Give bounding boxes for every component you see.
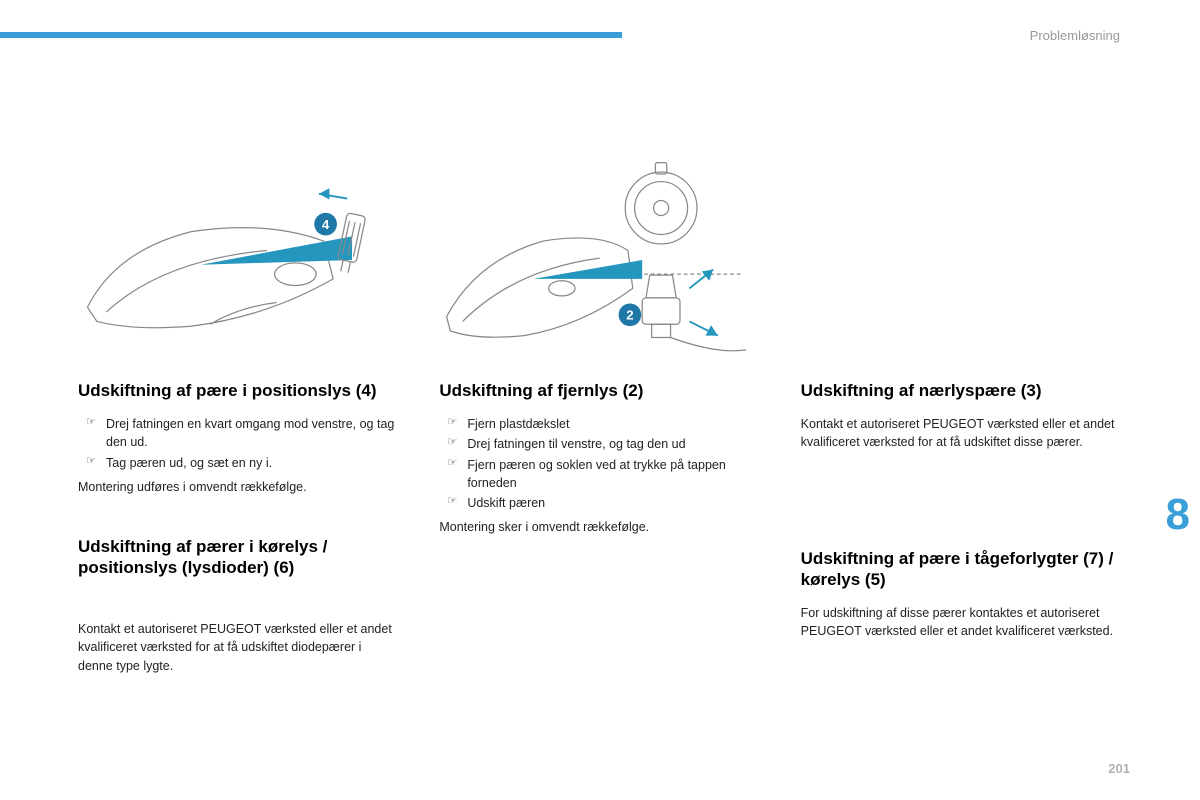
column-middle: 2 Udskiftning af fjernlys (2) Fjern plas… [439, 140, 760, 675]
main-content: 4 Udskiftning af pære i positionslys (4)… [78, 140, 1122, 675]
footer-position-light: Montering udføres i omvendt rækkefølge. [78, 478, 399, 496]
steps-position-light: Drej fatningen en kvart omgang mod venst… [78, 415, 399, 473]
callout-number-4: 4 [322, 217, 330, 232]
body-led-drl: Kontakt et autoriseret PEUGEOT værksted … [78, 620, 399, 674]
footer-high-beam: Montering sker i omvendt rækkefølge. [439, 518, 760, 536]
body-low-beam: Kontakt et autoriseret PEUGEOT værksted … [801, 415, 1122, 451]
title-low-beam: Udskiftning af nærlyspære (3) [801, 380, 1122, 401]
callout-number-2: 2 [627, 308, 634, 323]
list-item: Drej fatningen en kvart omgang mod venst… [78, 415, 399, 451]
title-high-beam: Udskiftning af fjernlys (2) [439, 380, 760, 401]
body-fog-drl: For udskiftning af disse pærer kontaktes… [801, 604, 1122, 640]
list-item: Drej fatningen til venstre, og tag den u… [439, 435, 760, 453]
list-item: Fjern pæren og soklen ved at trykke på t… [439, 456, 760, 492]
title-position-light: Udskiftning af pære i positionslys (4) [78, 380, 399, 401]
illustration-position-light: 4 [78, 140, 399, 380]
top-accent-bar [0, 32, 622, 38]
list-item: Udskift pæren [439, 494, 760, 512]
list-item: Fjern plastdækslet [439, 415, 760, 433]
column-right: Udskiftning af nærlyspære (3) Kontakt et… [801, 140, 1122, 675]
title-fog-drl: Udskiftning af pære i tågeforlygter (7) … [801, 548, 1122, 591]
page-number: 201 [1108, 761, 1130, 776]
steps-high-beam: Fjern plastdækslet Drej fatningen til ve… [439, 415, 760, 514]
chapter-number: 8 [1166, 490, 1200, 540]
title-led-drl: Udskiftning af pærer i kørelys / positio… [78, 536, 399, 579]
column-left: 4 Udskiftning af pære i positionslys (4)… [78, 140, 399, 675]
illustration-high-beam: 2 [439, 140, 760, 380]
list-item: Tag pæren ud, og sæt en ny i. [78, 454, 399, 472]
section-header-label: Problemløsning [1030, 28, 1120, 43]
illustration-spacer-right [801, 140, 1122, 380]
